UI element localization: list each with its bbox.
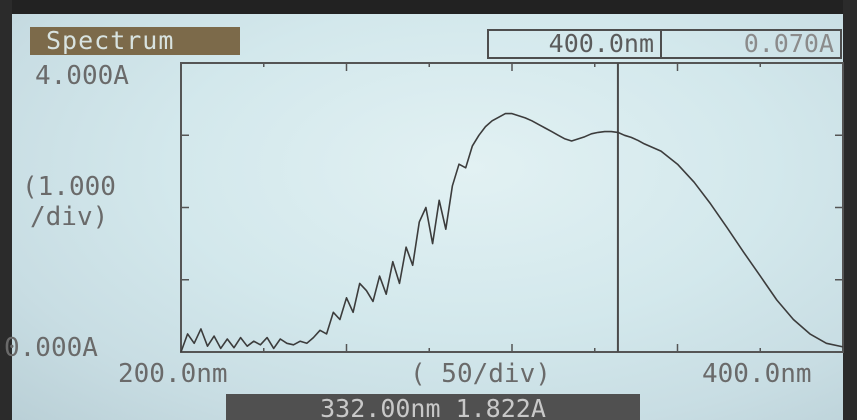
y-axis-min-label: 0.000A [4, 333, 98, 363]
bezel-top [0, 0, 857, 14]
bezel-right [843, 0, 857, 420]
y-axis-scale-label-line2: /div) [30, 202, 109, 232]
x-axis-scale-label: ( 50/div) [410, 359, 551, 389]
x-axis-max-label: 400.0nm [702, 359, 812, 389]
x-axis-min-label: 200.0nm [118, 359, 228, 389]
y-axis-max-label: 4.000A [35, 61, 129, 91]
spectrum-line [180, 112, 844, 353]
y-axis-scale-label-line1: (1.000 [22, 172, 116, 202]
screen-title-tab: Spectrum [30, 27, 240, 55]
bezel-left [0, 0, 12, 420]
plot-frame [180, 62, 844, 353]
status-bar: 332.00nm 1.822A [226, 394, 640, 420]
cursor-absorbance-readout: 0.070A [662, 29, 842, 59]
cursor-wavelength-readout: 400.0nm [487, 29, 662, 59]
